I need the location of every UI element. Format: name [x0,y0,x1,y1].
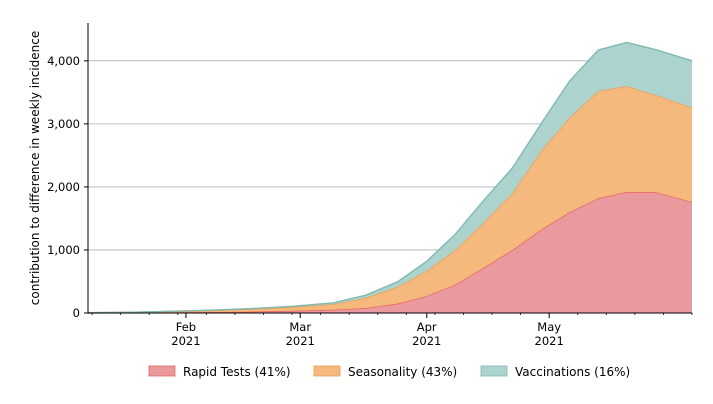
legend-label-vaccinations: Vaccinations (16%) [515,365,630,379]
legend: Rapid Tests (41%) Seasonality (43%) Vaccin… [148,365,630,379]
legend-swatch-rapid [148,365,176,377]
area-layers [87,41,693,314]
x-tick-year-0: 2021 [171,334,200,348]
x-tick-month-3: May [537,320,561,334]
x-tick-year-1: 2021 [286,334,315,348]
x-tick-year-3: 2021 [535,334,564,348]
area-vaccinations [88,42,692,313]
area-seasonality [88,86,692,313]
y-tick-label-1: 1,000 [47,243,80,257]
y-tick-label-2: 2,000 [47,180,80,194]
line-vaccinations [87,41,693,314]
y-tick-label-0: 0 [73,306,80,320]
x-tick-year-2: 2021 [412,334,441,348]
area-rapid [88,192,692,313]
y-axis-label: contribution to difference in weekly inc… [28,31,42,305]
y-tick-label-3: 3,000 [47,117,80,131]
legend-swatch-vaccinations [480,365,508,377]
y-ticks: 0 1,000 2,000 3,000 4,000 [47,54,88,320]
x-tick-month-1: Mar [289,320,311,334]
legend-swatch-seasonality [313,365,341,377]
y-tick-label-4: 4,000 [47,54,80,68]
legend-label-rapid: Rapid Tests (41%) [183,365,291,379]
legend-label-seasonality: Seasonality (43%) [348,365,457,379]
x-tick-month-0: Feb [176,320,196,334]
x-tick-month-2: Apr [417,320,437,334]
axes [87,23,692,314]
